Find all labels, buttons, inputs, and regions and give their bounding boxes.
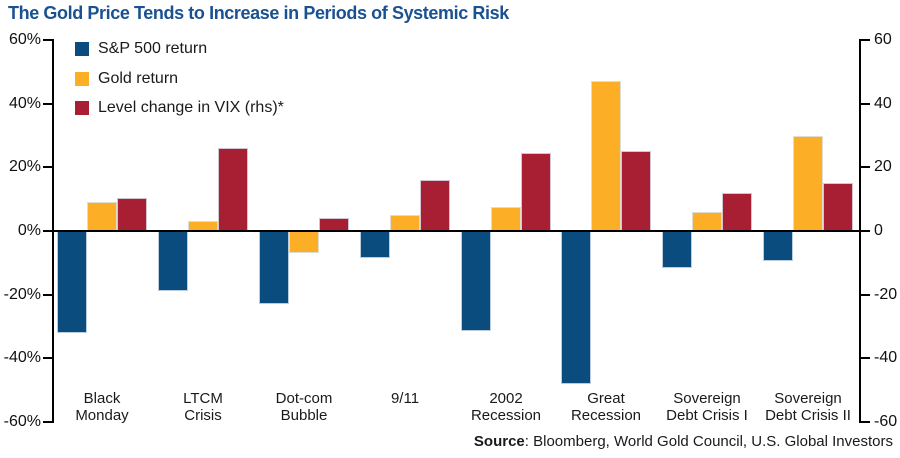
category-label-4: 2002 Recession <box>470 390 542 424</box>
bar-gold-return-2 <box>289 231 319 254</box>
legend-label-gold-return: Gold return <box>98 69 179 87</box>
right-axis-tick-label: -60 <box>874 413 898 430</box>
bar-sp500-return-3 <box>360 231 390 259</box>
bar-sp500-return-2 <box>259 231 289 305</box>
legend-item-sp500-return: S&P 500 return <box>75 40 208 57</box>
left-axis-tick-label: 40% <box>8 94 41 112</box>
bar-vix-level-change-0 <box>117 197 147 231</box>
source-label: Source <box>473 433 525 450</box>
bar-vix-level-change-4 <box>521 153 551 231</box>
right-axis-tick <box>860 421 870 423</box>
right-axis-tick <box>860 293 870 296</box>
bar-gold-return-4 <box>491 207 521 231</box>
right-axis-tick-label: 40 <box>874 94 892 112</box>
left-axis-tick <box>43 102 53 105</box>
right-axis-tick <box>860 230 870 232</box>
left-axis-tick-label: -40% <box>3 349 41 367</box>
sp500-return-swatch <box>75 42 89 56</box>
category-label-5: Great Recession <box>570 390 642 424</box>
bar-gold-return-6 <box>692 211 722 231</box>
right-axis-tick <box>860 102 870 105</box>
legend-label-sp500-return: S&P 500 return <box>98 40 208 57</box>
bar-gold-return-0 <box>87 202 117 231</box>
bar-gold-return-5 <box>591 81 621 231</box>
left-axis-tick-label: 60% <box>8 31 41 48</box>
category-label-3: 9/11 <box>390 390 420 407</box>
source-note: Source: Bloomberg, World Gold Council, U… <box>474 433 893 450</box>
right-axis-tick-label: 60 <box>874 31 892 48</box>
bar-vix-level-change-1 <box>218 148 248 231</box>
left-axis-tick-label: -20% <box>3 285 41 303</box>
bar-sp500-return-5 <box>561 231 591 384</box>
chart-title: The Gold Price Tends to Increase in Peri… <box>8 3 509 23</box>
right-axis-tick-label: 0 <box>874 222 883 239</box>
bar-vix-level-change-7 <box>823 183 853 231</box>
left-axis-tick-label: -60% <box>3 413 41 430</box>
gold-return-swatch <box>75 71 89 86</box>
bar-gold-return-3 <box>390 215 420 231</box>
legend-item-vix-level-change: Level change in VIX (rhs)* <box>75 99 284 116</box>
category-label-6: Sovereign Debt Crisis I <box>666 390 748 424</box>
vix-level-change-swatch <box>75 101 89 115</box>
category-label-0: Black Monday <box>75 390 129 424</box>
right-axis-tick-label: -40 <box>874 349 898 367</box>
left-axis-tick <box>43 293 53 296</box>
category-label-2: Dot-com Bubble <box>275 390 333 424</box>
category-label-1: LTCM Crisis <box>183 390 223 424</box>
bar-gold-return-7 <box>793 135 823 231</box>
left-axis-tick-label: 20% <box>8 158 41 176</box>
category-label-7: Sovereign Debt Crisis II <box>765 390 851 424</box>
zero-baseline <box>53 230 860 232</box>
left-axis-tick <box>43 230 53 232</box>
right-axis-tick <box>860 357 870 360</box>
bar-vix-level-change-3 <box>420 180 450 231</box>
right-axis-tick-label: 20 <box>874 158 892 176</box>
left-axis-tick-label: 0% <box>17 222 41 239</box>
right-axis-tick-label: -20 <box>874 285 898 303</box>
legend-item-gold-return: Gold return <box>75 69 179 87</box>
bar-sp500-return-6 <box>662 231 692 268</box>
plot-area <box>53 40 860 422</box>
legend-label-vix-level-change: Level change in VIX (rhs)* <box>98 99 284 116</box>
bar-vix-level-change-5 <box>621 151 651 231</box>
bar-sp500-return-7 <box>763 231 793 262</box>
left-axis-tick <box>43 421 53 423</box>
source-text: : Bloomberg, World Gold Council, U.S. Gl… <box>524 433 893 450</box>
left-axis-tick <box>43 357 53 360</box>
right-axis-tick <box>860 39 870 41</box>
bar-vix-level-change-6 <box>722 192 752 231</box>
bar-sp500-return-0 <box>57 231 87 333</box>
right-axis-tick <box>860 166 870 169</box>
bar-sp500-return-4 <box>461 231 491 332</box>
bar-sp500-return-1 <box>158 231 188 292</box>
left-axis-tick <box>43 166 53 169</box>
left-axis-tick <box>43 39 53 41</box>
